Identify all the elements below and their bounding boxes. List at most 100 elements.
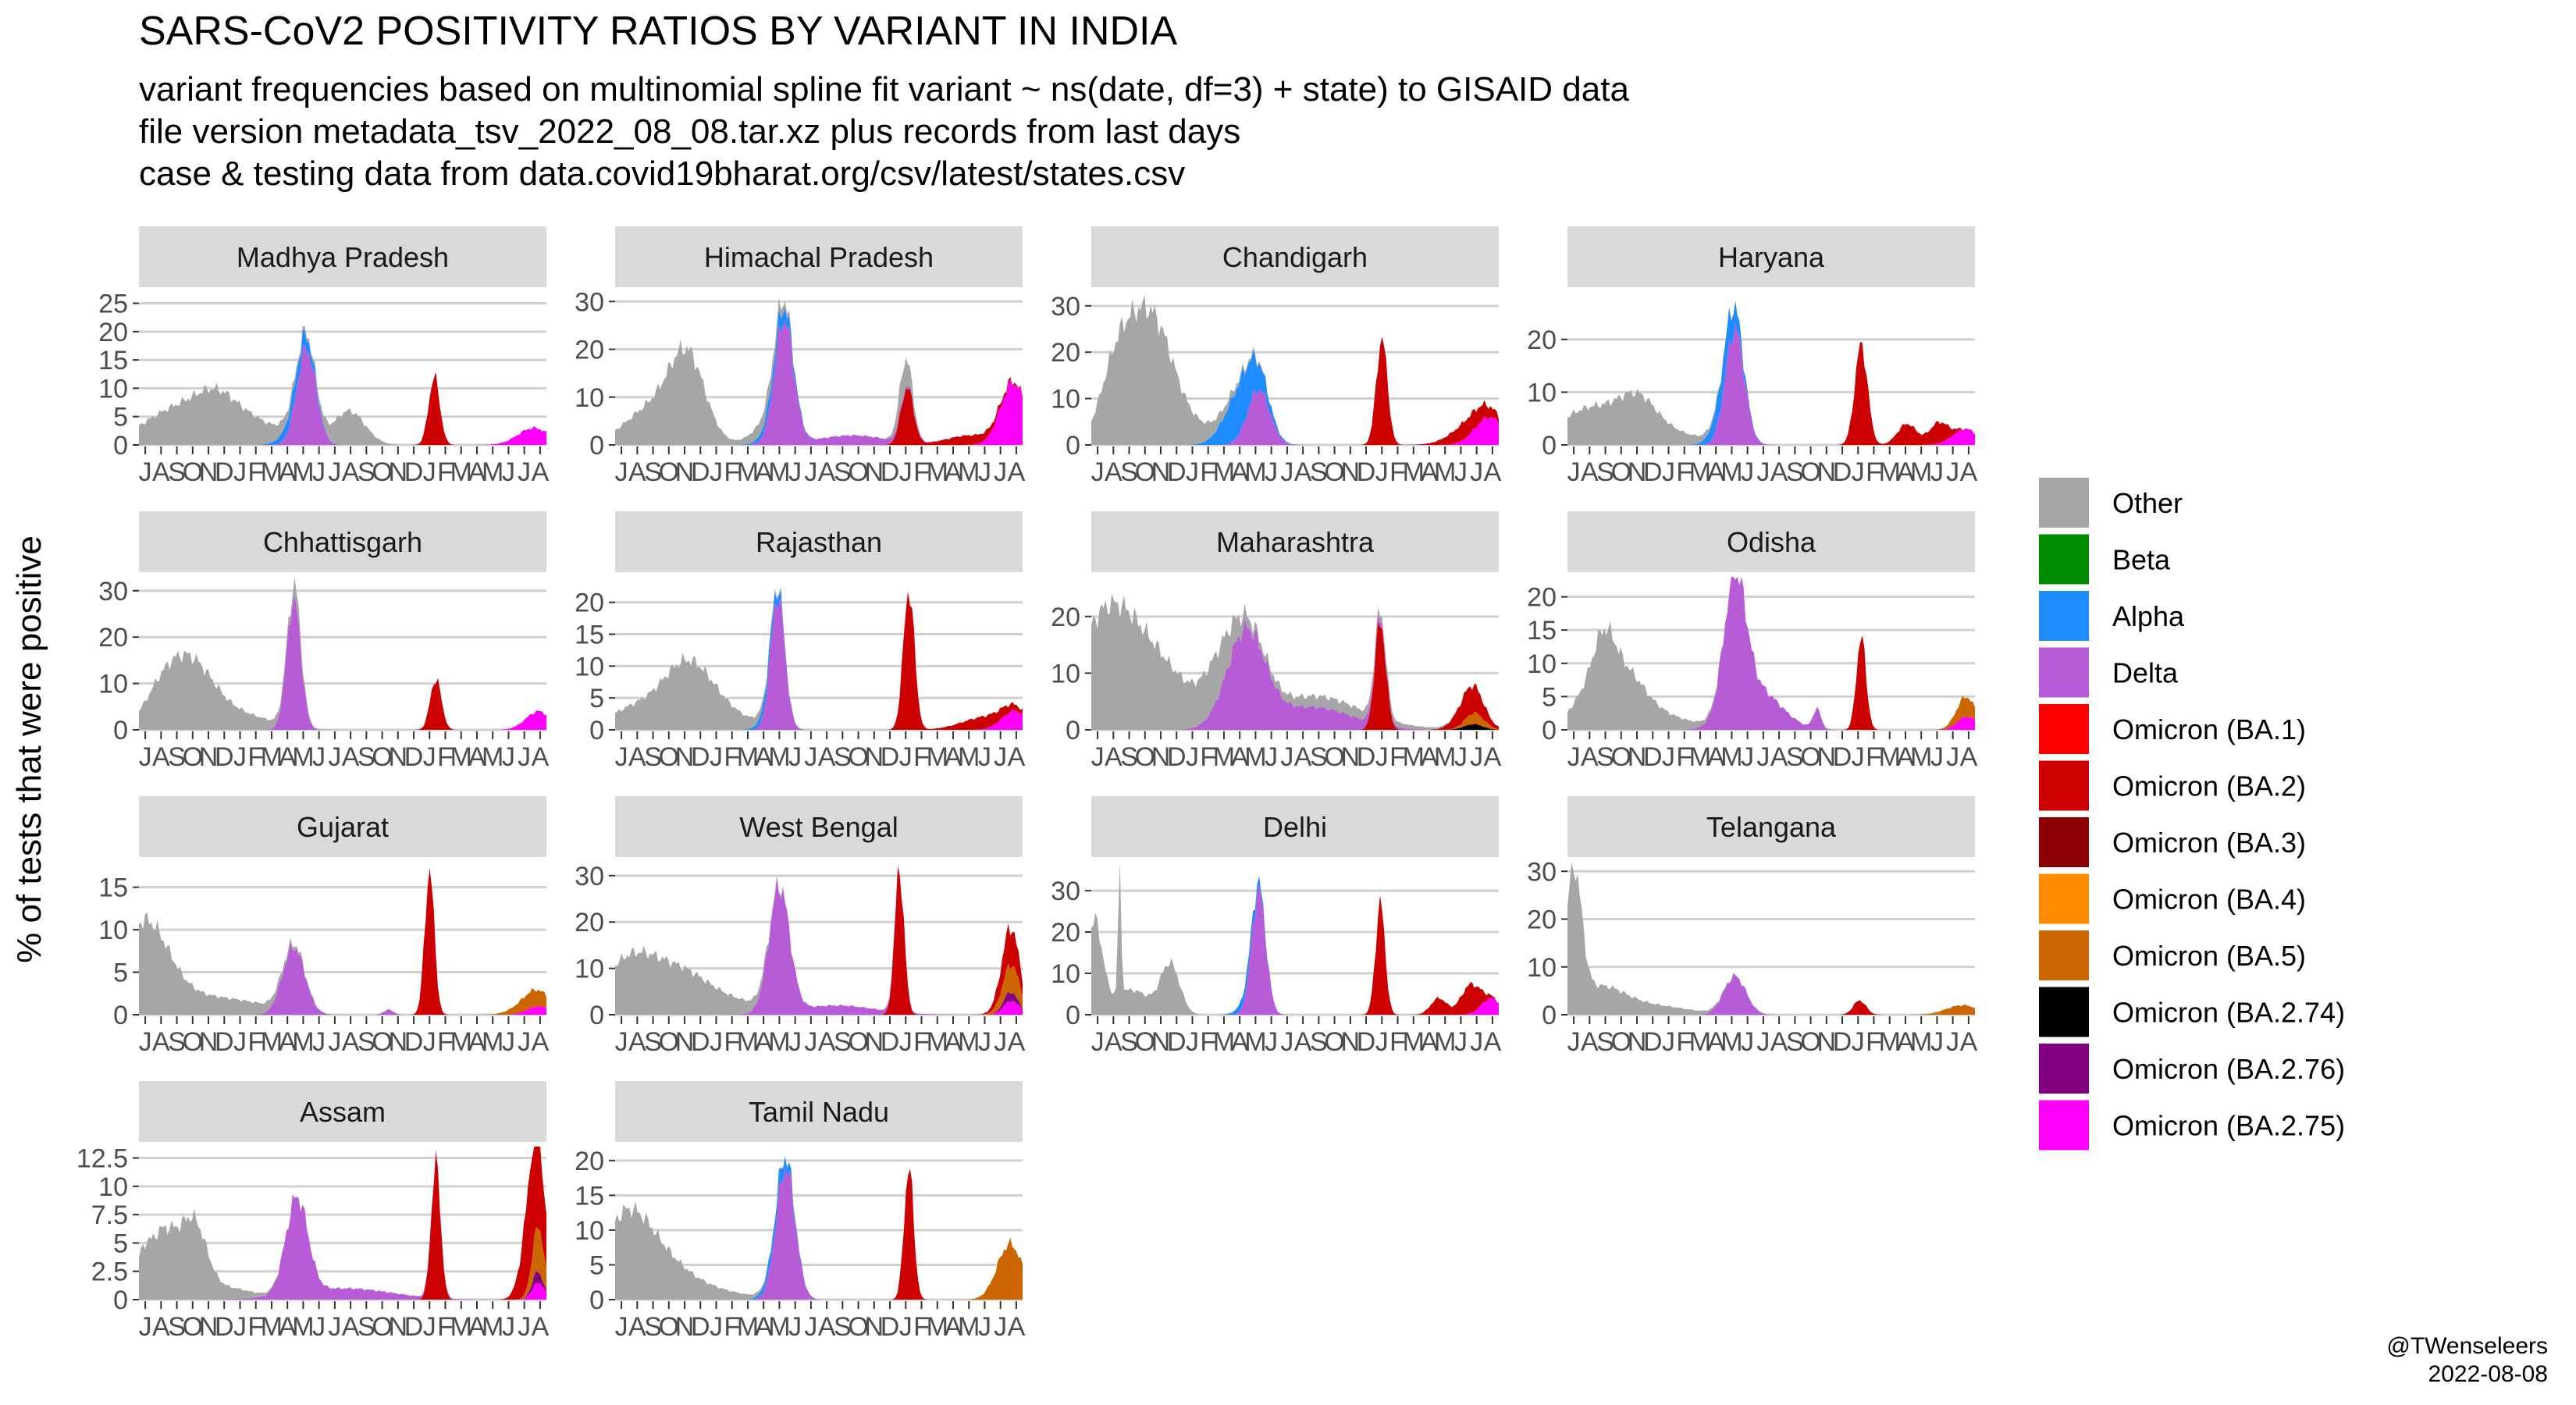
y-tick-label: 0 — [113, 1286, 128, 1315]
x-tick-label: J — [899, 742, 913, 772]
x-tick-label: O — [183, 1027, 203, 1057]
x-tick-label: F — [913, 742, 930, 772]
x-tick-label: M — [737, 742, 759, 772]
x-tick-label: F — [247, 742, 264, 772]
strip-chhattisgarh — [139, 511, 546, 572]
y-tick-label: 10 — [98, 1172, 128, 1202]
x-tick-label: A — [152, 1027, 170, 1057]
x-tick-label: F — [437, 1312, 454, 1342]
strip-label-chhattisgarh: Chhattisgarh — [263, 526, 422, 558]
x-tick-label: M — [927, 457, 948, 487]
strip-label-tamil-nadu: Tamil Nadu — [749, 1096, 889, 1128]
x-tick-label: J — [1662, 1027, 1675, 1057]
x-tick-label: O — [1611, 1027, 1631, 1057]
x-tick-label: F — [1200, 742, 1216, 772]
x-tick-label: F — [247, 1027, 264, 1057]
x-tick-label: F — [1866, 1027, 1882, 1057]
x-tick-label: J — [788, 457, 802, 487]
x-tick-label: J — [710, 1027, 723, 1057]
x-tick-label: J — [978, 457, 991, 487]
x-tick-label: S — [168, 742, 186, 772]
x-tick-label: D — [1167, 457, 1187, 487]
x-tick-label: M — [1403, 1027, 1425, 1057]
x-tick-label: D — [881, 457, 900, 487]
area-omicron-ba-5 — [139, 987, 546, 1015]
x-tick-label: A — [1294, 457, 1312, 487]
x-tick-label: J — [1930, 457, 1944, 487]
x-tick-label: N — [1628, 457, 1647, 487]
x-tick-label: A — [755, 1312, 773, 1342]
x-tick-label: A — [342, 1312, 360, 1342]
x-tick-label: J — [233, 1312, 247, 1342]
x-tick-label: F — [1676, 1027, 1692, 1057]
y-tick-label: 15 — [1527, 616, 1557, 646]
x-tick-label: A — [468, 457, 486, 487]
x-tick-label: J — [804, 457, 817, 487]
x-tick-label: F — [913, 1027, 930, 1057]
x-tick-label: A — [1105, 1027, 1123, 1057]
area-other — [615, 1155, 1023, 1300]
x-tick-label: M — [768, 1312, 790, 1342]
x-tick-label: A — [1008, 1312, 1026, 1342]
x-tick-label: A — [279, 742, 297, 772]
strip-assam — [139, 1081, 546, 1142]
area-other — [1091, 862, 1499, 1015]
x-tick-label: J — [994, 1027, 1007, 1057]
x-tick-label: S — [1596, 742, 1614, 772]
x-tick-label: A — [532, 1027, 550, 1057]
subtitle-line-1: variant frequencies based on multinomial… — [139, 70, 1629, 108]
x-tick-label: D — [881, 1312, 900, 1342]
x-tick-label: A — [1770, 457, 1788, 487]
x-tick-label: A — [945, 457, 962, 487]
x-tick-label: N — [865, 457, 884, 487]
x-tick-label: A — [1008, 457, 1026, 487]
x-tick-label: O — [659, 1312, 679, 1342]
x-tick-label: M — [1910, 742, 1932, 772]
strip-label-haryana: Haryana — [1718, 241, 1825, 273]
strip-label-odisha: Odisha — [1727, 526, 1816, 558]
strip-odisha — [1567, 511, 1975, 572]
x-tick-label: N — [1628, 1027, 1647, 1057]
x-tick-label: M — [482, 742, 503, 772]
x-tick-label: A — [628, 742, 646, 772]
x-tick-label: F — [1200, 1027, 1216, 1057]
x-tick-label: J — [1852, 1027, 1865, 1057]
x-tick-label: O — [659, 457, 679, 487]
x-tick-label: M — [958, 457, 980, 487]
x-tick-label: J — [328, 457, 341, 487]
y-tick-label: 20 — [575, 589, 604, 618]
area-other — [615, 587, 1023, 730]
x-tick-label: A — [342, 457, 360, 487]
x-tick-label: F — [913, 1312, 930, 1342]
y-tick-label: 5 — [113, 959, 128, 988]
x-tick-label: N — [199, 1312, 219, 1342]
x-tick-label: J — [804, 1027, 817, 1057]
x-tick-label: J — [1091, 1027, 1105, 1057]
y-tick-label: 5 — [1542, 682, 1557, 712]
x-tick-label: N — [1817, 457, 1837, 487]
x-tick-label: J — [710, 457, 723, 487]
x-tick-label: A — [1421, 1027, 1439, 1057]
x-tick-label: J — [615, 742, 628, 772]
strip-label-west-bengal: West Bengal — [739, 811, 898, 843]
x-tick-label: M — [1720, 457, 1742, 487]
x-tick-label: S — [358, 1027, 375, 1057]
x-tick-label: A — [342, 742, 360, 772]
x-tick-label: M — [450, 457, 472, 487]
x-tick-label: D — [1357, 742, 1376, 772]
x-tick-label: F — [724, 742, 740, 772]
x-tick-label: A — [1421, 742, 1439, 772]
strip-label-maharashtra: Maharashtra — [1216, 526, 1375, 558]
x-tick-label: J — [1265, 1027, 1278, 1057]
x-tick-label: S — [1120, 457, 1138, 487]
x-tick-label: J — [423, 457, 436, 487]
x-tick-label: J — [710, 742, 723, 772]
area-delta — [1091, 615, 1499, 730]
x-tick-label: J — [978, 1027, 991, 1057]
x-tick-label: J — [1375, 742, 1389, 772]
area-other — [1567, 862, 1975, 1015]
y-tick-label: 10 — [1051, 959, 1080, 989]
y-tick-label: 0 — [1066, 431, 1080, 461]
x-tick-label: N — [389, 457, 408, 487]
